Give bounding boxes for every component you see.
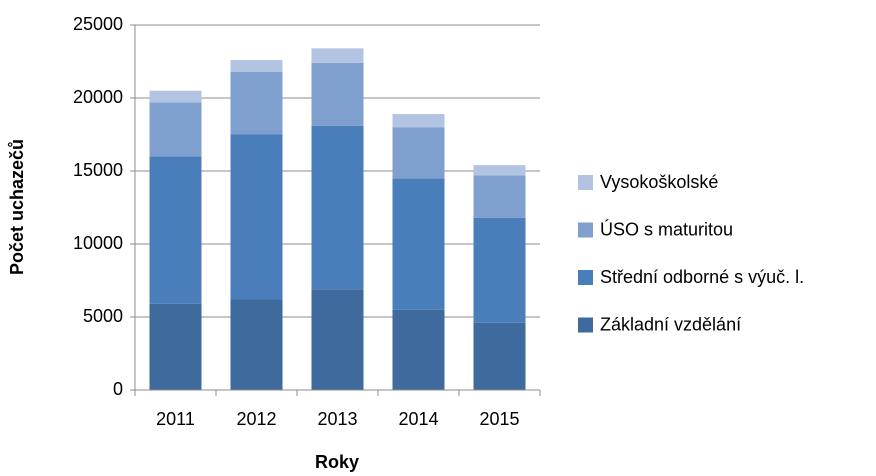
bar-segment [392,114,445,128]
bar-segment [392,178,445,310]
bar-segment [311,125,364,290]
y-tick-label: 15000 [73,160,123,180]
legend-label: Vysokoškolské [600,172,718,192]
bar-segment [392,309,445,390]
y-tick-label: 10000 [73,233,123,253]
bar-segment [311,48,364,63]
bar-segment [311,62,364,126]
bar-segment [230,134,283,300]
x-tick-label: 2011 [156,409,195,429]
x-axis-title: Roky [315,452,359,472]
bar-segment [473,322,526,390]
bar-segment [392,127,445,179]
legend-swatch [578,222,593,238]
y-tick-label: 5000 [83,306,123,326]
bar-segment [230,71,283,135]
bar-segment [473,165,526,176]
y-tick-label: 25000 [73,14,123,34]
legend-label: Základní vzdělání [600,314,741,334]
bar-segment [473,175,526,218]
x-tick-label: 2013 [317,409,357,429]
x-tick-label: 2012 [236,409,276,429]
bar-segment [149,102,202,157]
bar-segment [230,299,283,390]
bar-segment [149,90,202,103]
legend-swatch [578,175,593,190]
legend-label: ÚSO s maturitou [600,218,733,239]
y-tick-label: 20000 [73,87,123,107]
y-axis-title: Počet uchazečů [7,139,27,275]
x-tick-label: 2014 [398,409,438,429]
x-tick-label: 2015 [479,409,519,429]
legend-label: Střední odborné s výuč. l. [600,267,804,287]
bar-segment [473,217,526,323]
bar-segment [149,303,202,390]
legend-swatch [578,270,593,285]
bar-segment [230,60,283,72]
legend-swatch [578,317,593,333]
y-tick-label: 0 [113,379,123,399]
bar-segment [149,156,202,304]
bar-segment [311,289,364,390]
